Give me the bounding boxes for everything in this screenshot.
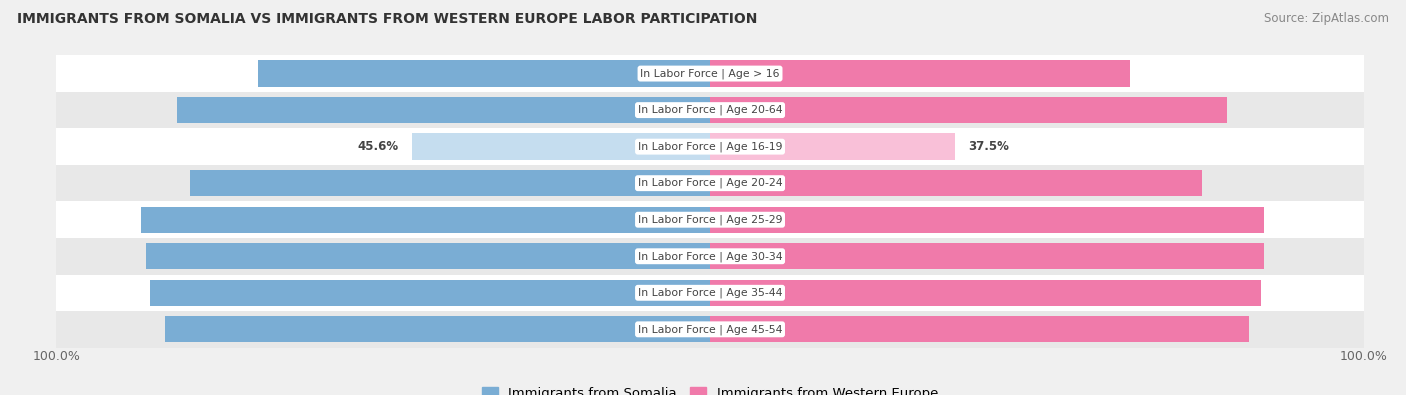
Text: 69.1%: 69.1% bbox=[657, 67, 697, 80]
Legend: Immigrants from Somalia, Immigrants from Western Europe: Immigrants from Somalia, Immigrants from… bbox=[477, 382, 943, 395]
Bar bbox=[56, 165, 1364, 201]
Text: 81.6%: 81.6% bbox=[657, 103, 697, 117]
Text: In Labor Force | Age 20-64: In Labor Force | Age 20-64 bbox=[638, 105, 782, 115]
Text: 83.4%: 83.4% bbox=[657, 323, 697, 336]
Bar bbox=[412, 134, 710, 160]
Bar bbox=[146, 243, 710, 269]
Bar bbox=[710, 243, 1264, 269]
Bar bbox=[710, 60, 1130, 87]
Text: In Labor Force | Age > 16: In Labor Force | Age > 16 bbox=[640, 68, 780, 79]
Bar bbox=[259, 60, 710, 87]
Text: 75.3%: 75.3% bbox=[723, 177, 763, 190]
Bar bbox=[190, 170, 710, 196]
Bar bbox=[56, 201, 1364, 238]
Text: 86.2%: 86.2% bbox=[657, 250, 697, 263]
Bar bbox=[710, 316, 1249, 342]
Text: In Labor Force | Age 16-19: In Labor Force | Age 16-19 bbox=[638, 141, 782, 152]
Text: 37.5%: 37.5% bbox=[969, 140, 1010, 153]
Text: 82.4%: 82.4% bbox=[723, 323, 763, 336]
Text: 87.1%: 87.1% bbox=[657, 213, 697, 226]
Bar bbox=[56, 128, 1364, 165]
Bar bbox=[710, 134, 955, 160]
Bar bbox=[165, 316, 710, 342]
Text: 84.7%: 84.7% bbox=[723, 250, 763, 263]
Bar bbox=[710, 207, 1264, 233]
Text: In Labor Force | Age 35-44: In Labor Force | Age 35-44 bbox=[638, 288, 782, 298]
Bar bbox=[710, 170, 1202, 196]
Bar bbox=[56, 275, 1364, 311]
Text: 85.6%: 85.6% bbox=[655, 286, 697, 299]
Text: In Labor Force | Age 45-54: In Labor Force | Age 45-54 bbox=[638, 324, 782, 335]
Text: IMMIGRANTS FROM SOMALIA VS IMMIGRANTS FROM WESTERN EUROPE LABOR PARTICIPATION: IMMIGRANTS FROM SOMALIA VS IMMIGRANTS FR… bbox=[17, 12, 758, 26]
Text: In Labor Force | Age 25-29: In Labor Force | Age 25-29 bbox=[638, 214, 782, 225]
Text: Source: ZipAtlas.com: Source: ZipAtlas.com bbox=[1264, 12, 1389, 25]
Text: In Labor Force | Age 20-24: In Labor Force | Age 20-24 bbox=[638, 178, 782, 188]
Bar bbox=[710, 97, 1227, 123]
Bar bbox=[56, 92, 1364, 128]
Bar bbox=[412, 134, 710, 160]
Text: 84.2%: 84.2% bbox=[723, 286, 763, 299]
Bar bbox=[56, 238, 1364, 275]
Text: 79.5%: 79.5% bbox=[657, 177, 697, 190]
Bar bbox=[150, 280, 710, 306]
Bar bbox=[56, 311, 1364, 348]
Text: In Labor Force | Age 30-34: In Labor Force | Age 30-34 bbox=[638, 251, 782, 261]
Bar bbox=[56, 55, 1364, 92]
Text: 79.1%: 79.1% bbox=[723, 103, 763, 117]
Bar bbox=[710, 134, 955, 160]
Text: 45.6%: 45.6% bbox=[357, 140, 399, 153]
Bar bbox=[141, 207, 710, 233]
Text: 64.2%: 64.2% bbox=[723, 67, 763, 80]
Bar bbox=[177, 97, 710, 123]
Text: 84.7%: 84.7% bbox=[723, 213, 763, 226]
Bar bbox=[710, 280, 1261, 306]
